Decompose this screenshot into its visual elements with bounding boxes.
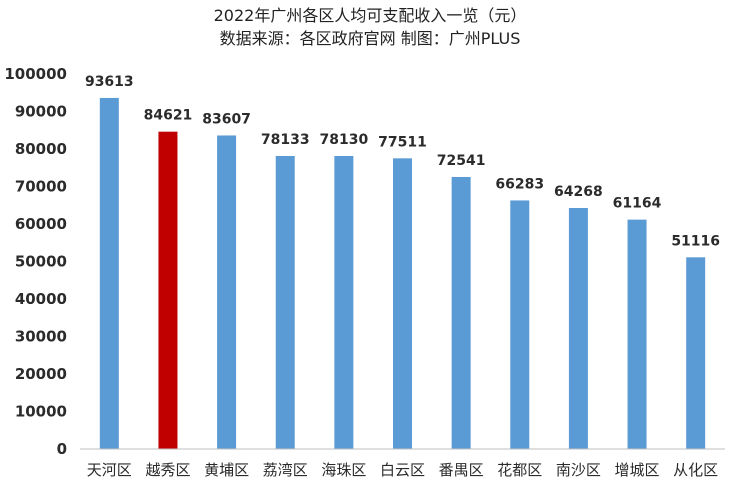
bar <box>451 176 471 449</box>
value-labels: 93613 84621 83607 78133 78130 77511 72541 66283… <box>85 74 720 249</box>
y-axis-ticks: 0 10000 20000 30000 40000 50000 60000 70000 8000… <box>4 65 67 458</box>
bar <box>99 97 119 450</box>
chart-title: 2022年广州各区人均可支配收入一览（元） <box>213 6 527 25</box>
x-tick-label: 越秀区 <box>145 461 190 479</box>
y-tick-label: 20000 <box>15 365 67 383</box>
chart-titles: 2022年广州各区人均可支配收入一览（元） 数据来源：各区政府官网 制图：广州P… <box>0 4 740 50</box>
bar <box>393 158 412 450</box>
x-tick-label: 白云区 <box>380 461 425 479</box>
data-label: 66283 <box>495 176 544 192</box>
data-label: 78130 <box>320 132 369 148</box>
y-tick-label: 60000 <box>15 215 67 233</box>
y-tick-label: 0 <box>57 440 67 458</box>
x-axis-labels: 天河区 越秀区 黄埔区 荔湾区 海珠区 白云区 番禺区 花都区 南沙区 增城区 从化区 <box>87 461 718 479</box>
y-tick-label: 70000 <box>15 178 67 196</box>
chart-subtitle: 数据来源：各区政府官网 制图：广州PLUS <box>219 29 521 48</box>
x-tick-label: 番禺区 <box>439 461 484 479</box>
x-tick-label: 花都区 <box>497 461 542 479</box>
x-tick-label: 海珠区 <box>321 461 366 479</box>
data-label: 77511 <box>378 134 427 150</box>
data-label: 84621 <box>144 108 193 124</box>
y-tick-label: 90000 <box>15 103 67 121</box>
x-tick-label: 荔湾区 <box>263 461 308 479</box>
data-label: 78133 <box>261 132 310 148</box>
bar <box>510 200 530 449</box>
x-tick-label: 南沙区 <box>556 461 601 479</box>
data-label: 83607 <box>202 111 251 127</box>
data-label: 51116 <box>671 233 720 249</box>
y-tick-label: 40000 <box>15 290 67 308</box>
data-label: 72541 <box>437 153 486 169</box>
x-tick-label: 从化区 <box>673 461 718 479</box>
y-tick-label: 50000 <box>15 253 67 271</box>
bar <box>686 257 706 449</box>
y-tick-label: 10000 <box>15 403 67 421</box>
bar <box>627 219 647 449</box>
x-tick-label: 增城区 <box>615 461 660 479</box>
x-tick-label: 天河区 <box>87 461 132 479</box>
bar <box>158 131 178 449</box>
x-tick-label: 黄埔区 <box>204 461 249 479</box>
y-tick-label: 100000 <box>4 65 67 83</box>
data-label: 61164 <box>613 196 662 212</box>
bar <box>275 156 295 449</box>
y-tick-label: 30000 <box>15 328 67 346</box>
bars <box>99 97 706 450</box>
y-tick-label: 80000 <box>15 140 67 158</box>
data-label: 93613 <box>85 74 134 90</box>
bar <box>568 207 588 449</box>
data-label: 64268 <box>554 184 603 200</box>
bar <box>334 156 354 449</box>
bar <box>217 135 237 449</box>
